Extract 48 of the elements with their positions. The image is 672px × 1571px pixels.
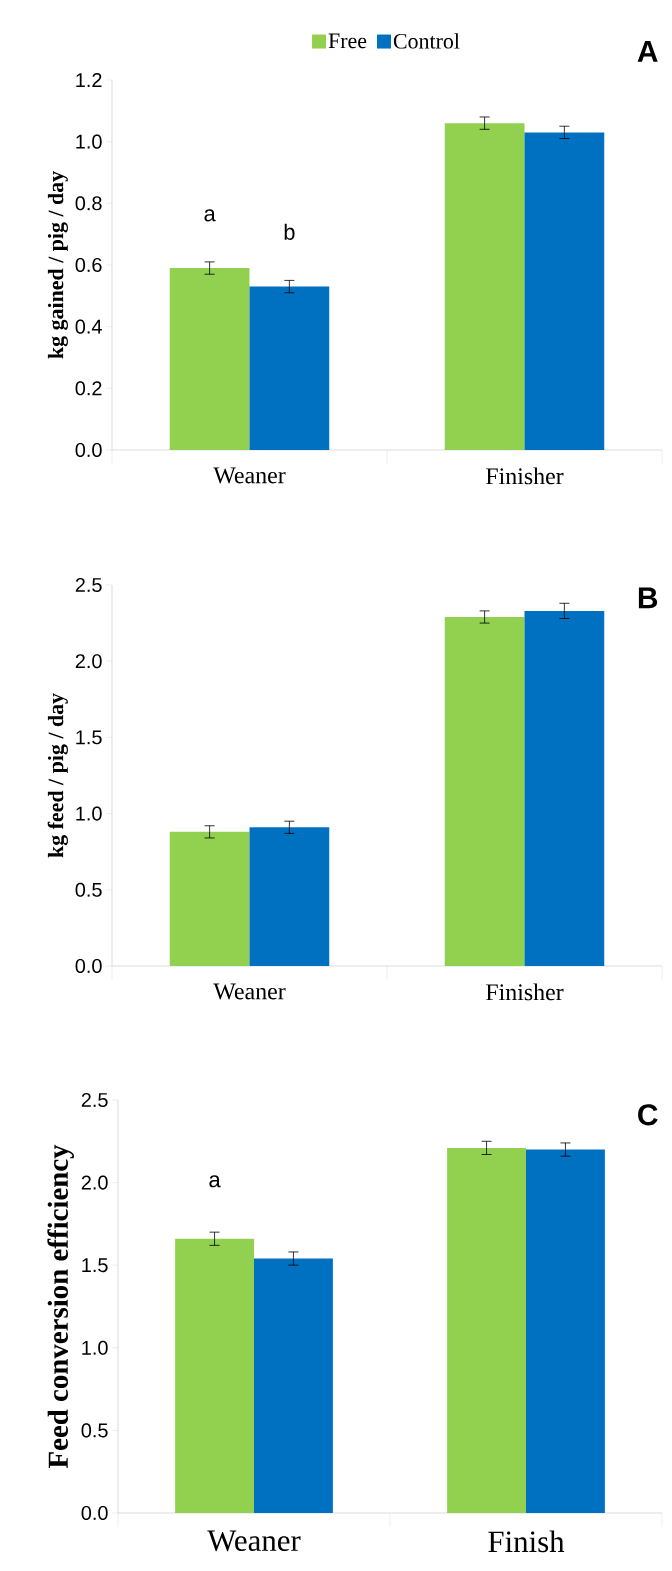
y-tick-label: 2.5 [75, 577, 102, 593]
bar [175, 1238, 254, 1513]
x-tick-label: Weaner [213, 983, 286, 1000]
y-tick-label: 0.5 [75, 882, 102, 897]
y-tick-label: 1.0 [76, 134, 102, 149]
y-tick-label: 1.5 [82, 1258, 108, 1273]
y-tick-label: 1.0 [82, 1340, 108, 1355]
bar [249, 286, 330, 450]
chart-title: B [638, 587, 658, 609]
bar [169, 268, 250, 450]
y-tick-label: 0.0 [75, 442, 102, 458]
y-tick-label: 1.5 [76, 730, 102, 745]
x-tick-label: Weaner [213, 467, 286, 484]
annotation: a [204, 209, 216, 222]
y-tick-label: 2.0 [81, 1175, 108, 1190]
x-tick-label: Finish [488, 1530, 565, 1553]
x-tick-label: Weaner [207, 1530, 301, 1552]
bar [249, 827, 330, 966]
y-axis-title: kg gained / pig / day [47, 171, 68, 359]
bar [447, 1147, 526, 1513]
y-tick-label: 0.2 [75, 381, 102, 396]
y-tick-label: 2.5 [81, 1092, 108, 1108]
annotation: a [209, 1175, 221, 1188]
bar [444, 123, 525, 450]
y-tick-label: 0.5 [81, 1423, 108, 1438]
y-tick-label: 1.0 [76, 806, 102, 821]
annotation: b [284, 223, 295, 240]
bar [524, 610, 605, 966]
y-tick-label: 0.0 [75, 958, 102, 974]
legend-label: Control [393, 33, 460, 49]
bar [169, 831, 250, 966]
bar [254, 1258, 333, 1513]
bar [524, 132, 605, 450]
x-tick-label: Finisher [486, 467, 564, 485]
chart-title: C [638, 1104, 658, 1126]
y-tick-label: 0.0 [81, 1505, 108, 1521]
bar [444, 616, 525, 966]
x-tick-label: Finisher [486, 983, 564, 1001]
bar [526, 1149, 605, 1513]
y-tick-label: 0.4 [75, 319, 102, 334]
y-tick-label: 0.6 [75, 257, 102, 273]
y-axis-title: Feed conversion efficiency [47, 1144, 74, 1469]
y-tick-label: 0.8 [75, 196, 102, 211]
chart-title: A [637, 41, 658, 62]
y-tick-label: 1.2 [76, 73, 102, 87]
legend-label: Free [328, 33, 367, 49]
y-axis-title: kg feed / pig / day [47, 693, 68, 858]
y-tick-label: 2.0 [75, 654, 102, 669]
